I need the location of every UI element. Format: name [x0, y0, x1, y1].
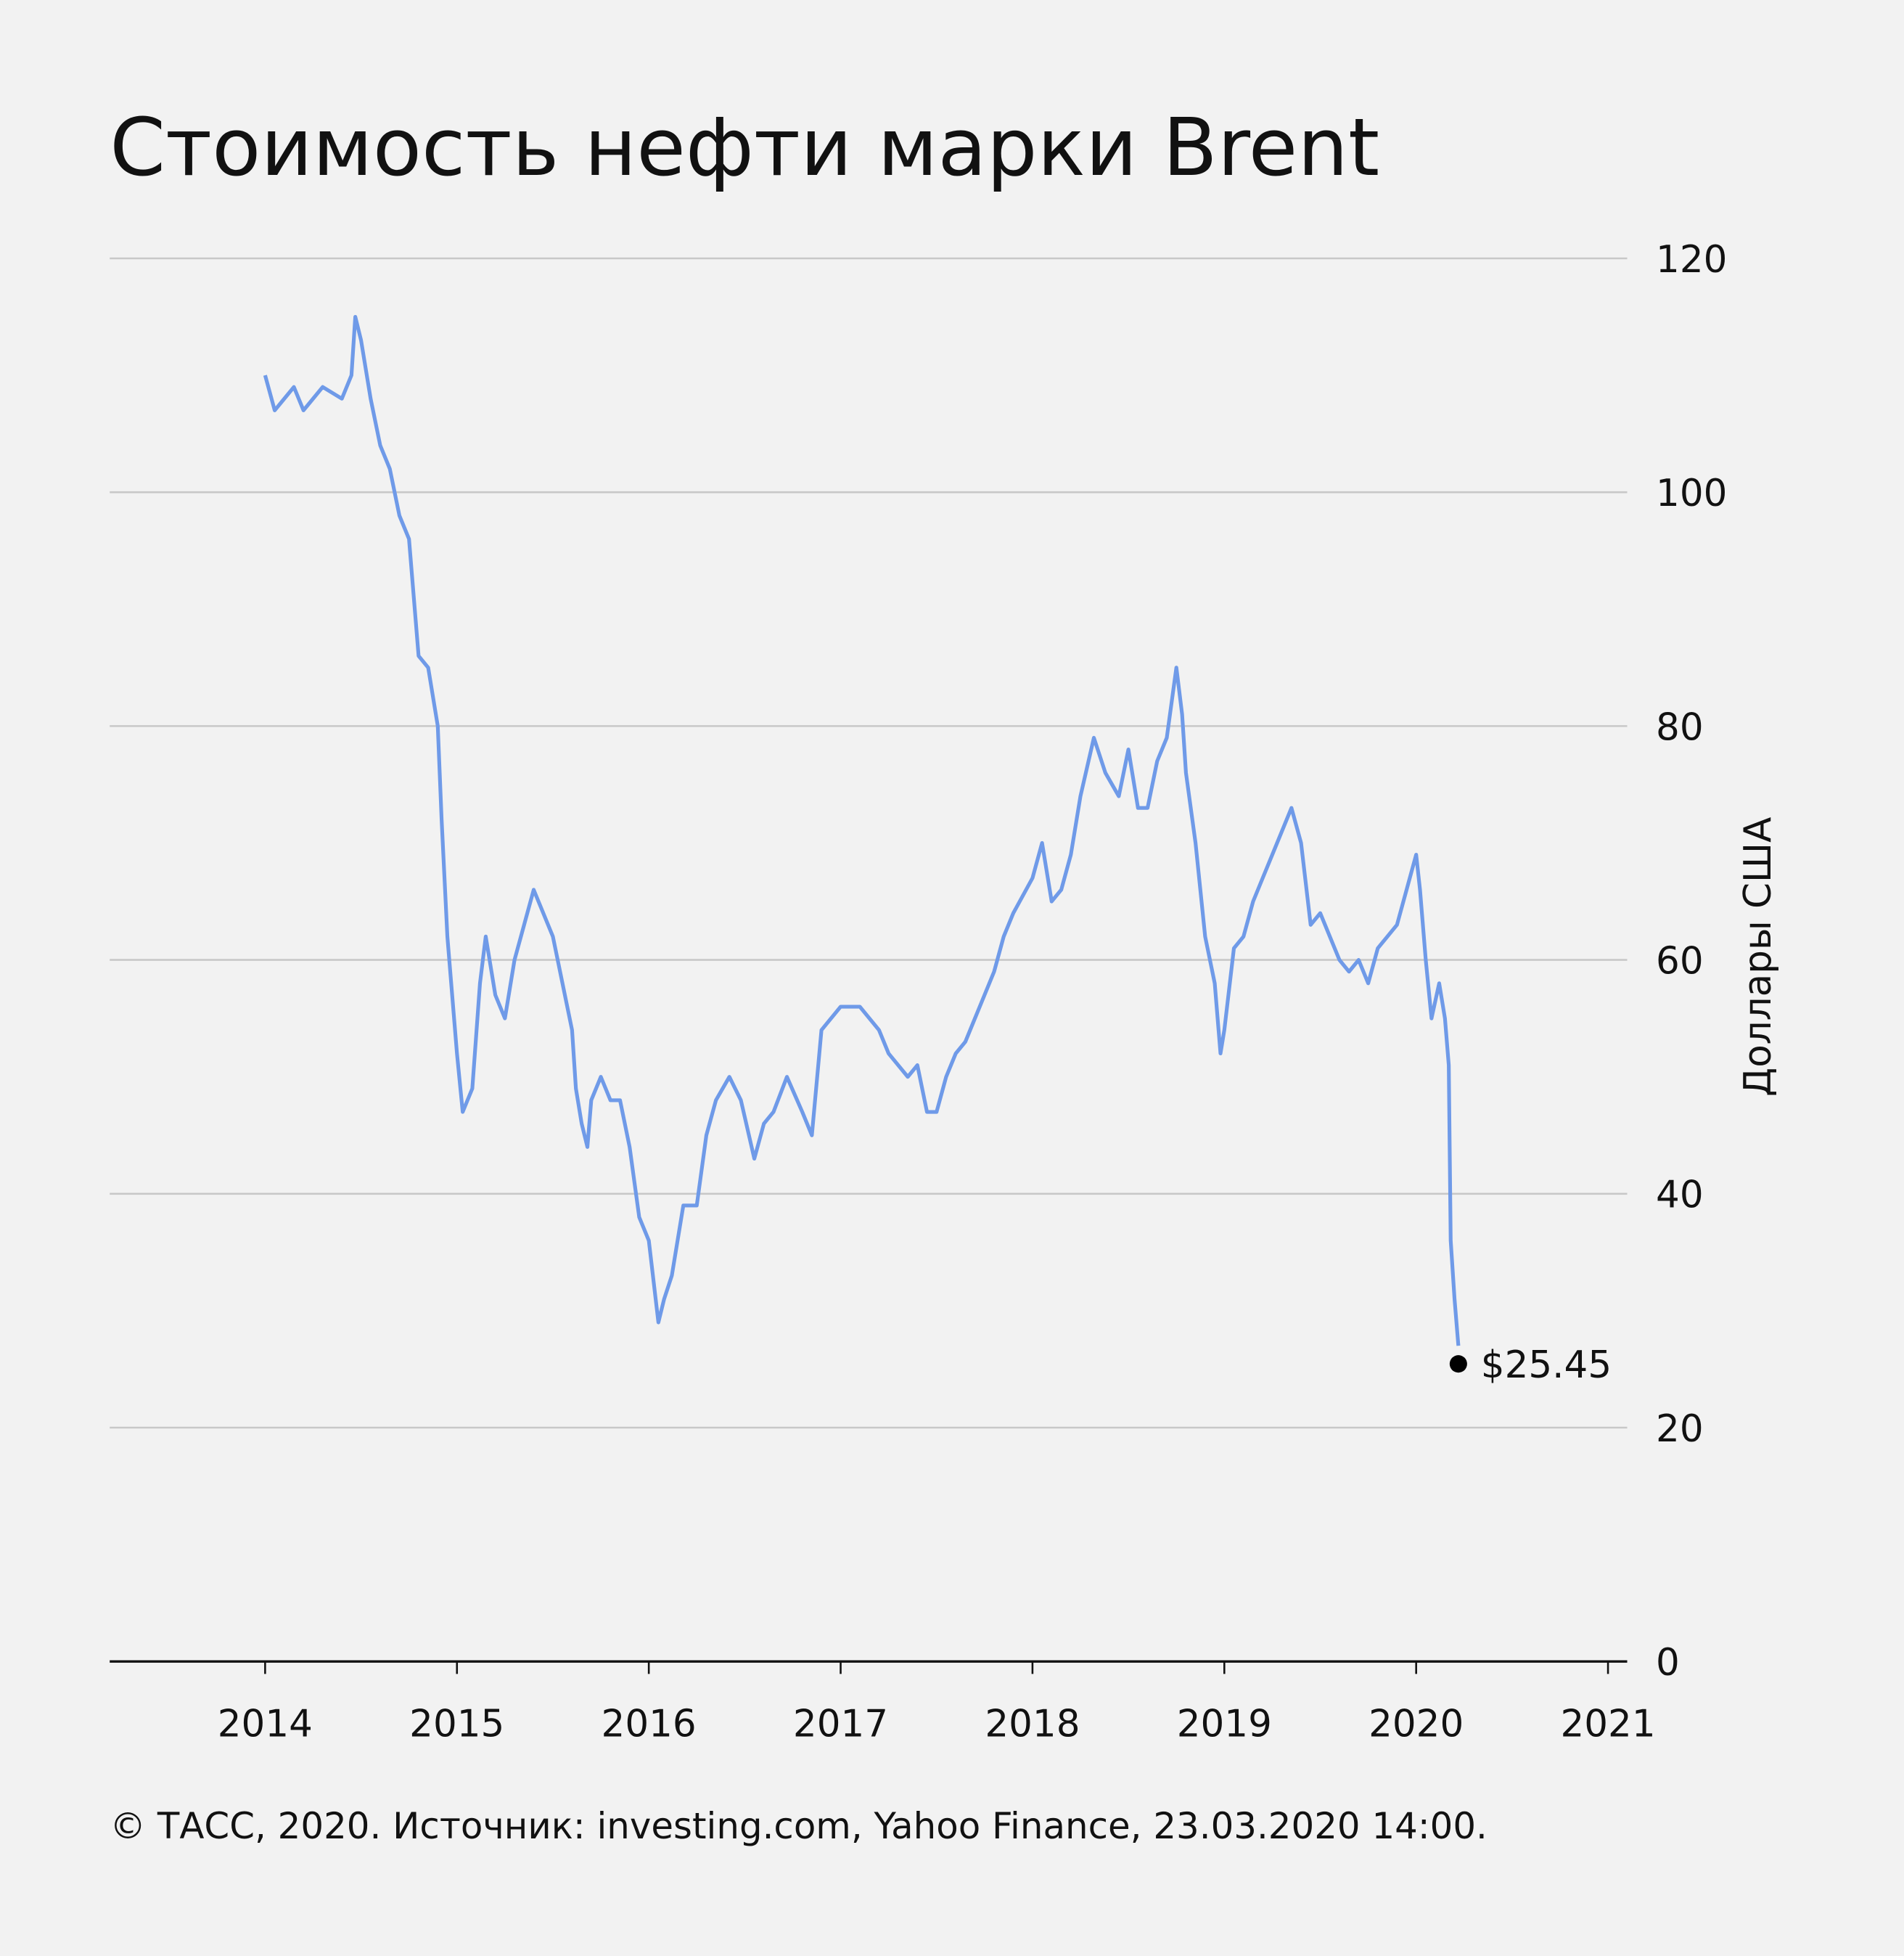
y-tick-label: 80 — [1656, 705, 1704, 749]
y-tick-label: 120 — [1656, 238, 1727, 282]
price-line — [263, 314, 1461, 1346]
y-tick-label: 100 — [1656, 472, 1727, 515]
y-axis-label: Доллары США — [1736, 817, 1780, 1097]
x-tick-label: 2019 — [1177, 1702, 1272, 1746]
x-tick-label: 2020 — [1368, 1702, 1464, 1746]
last-value-label: $25.45 — [1481, 1343, 1612, 1387]
x-tick-label: 2015 — [409, 1702, 504, 1746]
y-tick-label: 60 — [1656, 939, 1704, 983]
x-tick-label: 2017 — [793, 1702, 888, 1746]
x-tick-label: 2014 — [218, 1702, 313, 1746]
y-tick-label: 20 — [1656, 1407, 1704, 1451]
y-tick-label: 0 — [1656, 1641, 1680, 1685]
x-tick-label: 2018 — [985, 1702, 1080, 1746]
x-tick-label: 2021 — [1560, 1702, 1655, 1746]
source-note: © ТАСС, 2020. Источник: investing.com, Y… — [110, 1805, 1488, 1847]
y-tick-label: 40 — [1656, 1174, 1704, 1217]
last-value-dot — [1449, 1355, 1467, 1373]
x-tick-label: 2016 — [602, 1702, 697, 1746]
chart-title: Стоимость нефти марки Brent — [110, 101, 1379, 194]
